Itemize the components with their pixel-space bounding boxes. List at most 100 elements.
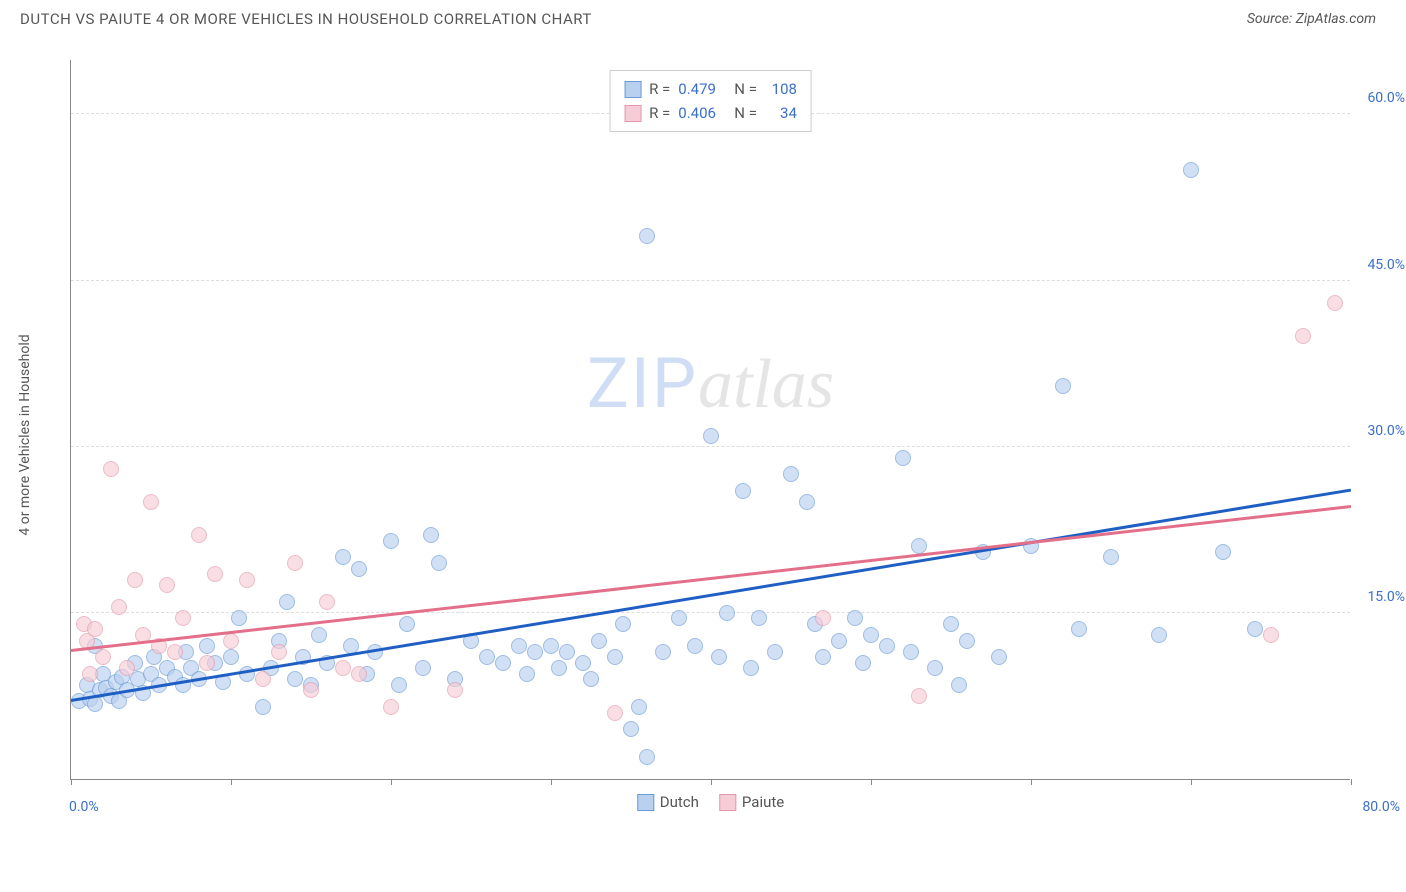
data-point [583, 671, 599, 687]
gridline [71, 612, 1350, 613]
legend-item: Dutch [637, 793, 699, 811]
data-point [559, 644, 575, 660]
data-point [207, 566, 223, 582]
legend-r-label: R = [649, 77, 670, 101]
data-point [863, 627, 879, 643]
data-point [479, 649, 495, 665]
data-point [103, 461, 119, 477]
y-tick-label: 30.0% [1367, 423, 1405, 439]
x-tick [231, 779, 232, 785]
source-attribution: Source: ZipAtlas.com [1247, 11, 1376, 27]
data-point [615, 616, 631, 632]
legend-swatch [624, 105, 641, 122]
chart-header: DUTCH VS PAIUTE 4 OR MORE VEHICLES IN HO… [0, 0, 1406, 38]
data-point [735, 483, 751, 499]
data-point [991, 649, 1007, 665]
data-point [383, 533, 399, 549]
data-point [895, 450, 911, 466]
plot-area: ZIPatlas R =0.479N =108R =0.406N =34 Dut… [70, 60, 1350, 780]
data-point [719, 605, 735, 621]
legend-label: Dutch [660, 793, 699, 811]
legend-r-label: R = [649, 101, 670, 125]
data-point [255, 671, 271, 687]
data-point [303, 682, 319, 698]
data-point [167, 644, 183, 660]
data-point [351, 561, 367, 577]
legend-n-label: N = [734, 77, 757, 101]
correlation-legend: R =0.479N =108R =0.406N =34 [609, 70, 812, 132]
legend-row: R = 0.479 N = 108 [624, 77, 797, 101]
legend-n-value: 108 [765, 77, 797, 101]
data-point [911, 688, 927, 704]
data-point [519, 666, 535, 682]
data-point [1103, 549, 1119, 565]
data-point [335, 549, 351, 565]
data-point [591, 633, 607, 649]
data-point [943, 616, 959, 632]
x-tick [1191, 779, 1192, 785]
x-tick [1351, 779, 1352, 785]
legend-r-value: 0.479 [678, 77, 726, 101]
data-point [199, 638, 215, 654]
data-point [87, 621, 103, 637]
data-point [671, 610, 687, 626]
data-point [319, 594, 335, 610]
y-axis-label: 4 or more Vehicles in Household [17, 334, 33, 535]
data-point [959, 633, 975, 649]
data-point [815, 610, 831, 626]
gridline [71, 446, 1350, 447]
data-point [335, 660, 351, 676]
data-point [879, 638, 895, 654]
data-point [127, 572, 143, 588]
data-point [239, 572, 255, 588]
data-point [159, 577, 175, 593]
legend-n-label: N = [734, 101, 757, 125]
legend-label: Paiute [742, 793, 784, 811]
data-point [119, 660, 135, 676]
data-point [223, 633, 239, 649]
data-point [767, 644, 783, 660]
data-point [1151, 627, 1167, 643]
data-point [82, 666, 98, 682]
data-point [279, 594, 295, 610]
series-legend: Dutch Paiute [637, 793, 784, 811]
data-point [607, 649, 623, 665]
data-point [511, 638, 527, 654]
data-point [623, 721, 639, 737]
x-tick [1031, 779, 1032, 785]
data-point [815, 649, 831, 665]
x-tick [71, 779, 72, 785]
data-point [191, 527, 207, 543]
data-point [175, 610, 191, 626]
y-tick-label: 45.0% [1367, 257, 1405, 273]
chart-container: 4 or more Vehicles in Household ZIPatlas… [50, 50, 1350, 820]
data-point [351, 666, 367, 682]
data-point [687, 638, 703, 654]
data-point [1215, 544, 1231, 560]
data-point [1247, 621, 1263, 637]
data-point [431, 555, 447, 571]
data-point [311, 627, 327, 643]
data-point [423, 527, 439, 543]
data-point [703, 428, 719, 444]
data-point [143, 494, 159, 510]
y-tick-label: 60.0% [1367, 90, 1405, 106]
trend-line [71, 489, 1351, 702]
x-tick [711, 779, 712, 785]
data-point [287, 671, 303, 687]
data-point [743, 660, 759, 676]
data-point [855, 655, 871, 671]
data-point [447, 682, 463, 698]
data-point [751, 610, 767, 626]
watermark: ZIPatlas [587, 343, 834, 425]
data-point [711, 649, 727, 665]
data-point [639, 749, 655, 765]
legend-r-value: 0.406 [678, 101, 726, 125]
data-point [927, 660, 943, 676]
data-point [1055, 378, 1071, 394]
data-point [1263, 627, 1279, 643]
legend-swatch [637, 794, 654, 811]
data-point [575, 655, 591, 671]
data-point [231, 610, 247, 626]
data-point [223, 649, 239, 665]
